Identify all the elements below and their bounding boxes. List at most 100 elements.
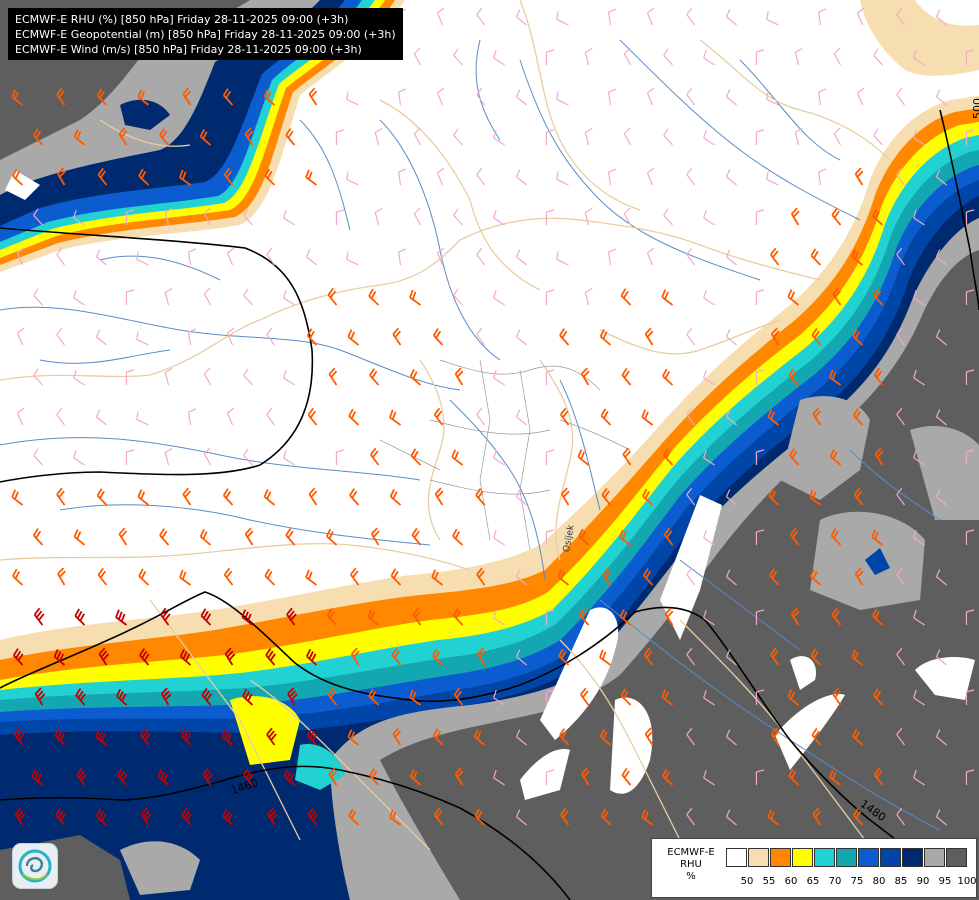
wind-barb-flag	[336, 449, 345, 453]
wind-barb-flag	[308, 87, 316, 95]
wind-barb-flag	[352, 570, 359, 578]
wind-barb-flag	[59, 170, 66, 178]
wind-barb-staff	[620, 295, 632, 306]
wind-barb-staff	[662, 775, 674, 786]
wind-barb-flag	[756, 609, 765, 613]
wind-barb-staff	[203, 213, 212, 226]
wind-barb-flag	[185, 813, 193, 821]
wind-barb-staff	[516, 16, 527, 26]
wind-barb-flag	[372, 450, 379, 458]
wind-barb-flag	[812, 571, 818, 580]
wind-barb-flag	[95, 249, 101, 257]
wind-barb-staff	[913, 377, 925, 386]
wind-barb-flag	[663, 48, 669, 56]
wind-barb-staff	[809, 496, 822, 506]
wind-barb-staff	[33, 375, 43, 386]
wind-barb-flag	[437, 247, 445, 254]
wind-barb-staff	[200, 535, 212, 546]
wind-barb-staff	[493, 297, 505, 306]
wind-barb-flag	[515, 249, 521, 257]
wind-barb-flag	[351, 490, 358, 499]
wind-barb-flag	[266, 247, 273, 255]
wind-barb-flag	[389, 809, 394, 818]
wind-barb-flag	[703, 530, 707, 539]
wind-barb-flag	[623, 770, 630, 779]
wind-barb-flag	[546, 769, 555, 773]
wind-barb-flag	[600, 408, 607, 417]
wind-barb-flag	[854, 251, 859, 260]
wind-barb-staff	[11, 496, 24, 506]
wind-barb-staff	[436, 252, 444, 266]
wind-barb-flag	[829, 769, 834, 778]
wind-barb-staff	[644, 733, 654, 746]
wind-barb-flag	[371, 770, 378, 779]
wind-barb-flag	[118, 611, 123, 620]
wind-barb-staff	[473, 736, 486, 746]
wind-barb-staff	[599, 656, 612, 666]
wind-barb-staff	[686, 174, 695, 186]
wind-barb-flag	[118, 127, 126, 135]
wind-barb-staff	[389, 816, 402, 826]
wind-barb-flag	[141, 650, 148, 659]
wind-barb-flag	[476, 87, 483, 95]
wind-barb-flag	[203, 367, 211, 375]
wind-barb-flag	[225, 90, 232, 99]
wind-barb-flag	[409, 289, 414, 298]
wind-barb-flag	[247, 693, 253, 702]
wind-barb-staff	[577, 456, 590, 466]
wind-barb-flag	[398, 88, 407, 93]
wind-barb-staff	[433, 734, 444, 746]
wind-barb-flag	[792, 530, 799, 538]
wind-barb-flag	[813, 250, 819, 259]
wind-barb-flag	[645, 570, 652, 579]
wind-barb-flag	[790, 371, 797, 379]
wind-barb-flag	[224, 647, 232, 655]
wind-barb-flag	[665, 450, 672, 459]
wind-barb-flag	[434, 651, 440, 659]
wind-barb-flag	[623, 207, 631, 215]
wind-barb-flag	[603, 410, 609, 419]
wind-barb-staff	[790, 213, 800, 226]
wind-barb-staff	[830, 455, 842, 466]
wind-barb-flag	[162, 773, 168, 782]
wind-barb-staff	[913, 57, 925, 66]
wind-barb-staff	[73, 136, 86, 146]
wind-barb-flag	[203, 690, 210, 699]
wind-barb-flag	[562, 410, 569, 418]
wind-barb-flag	[73, 290, 77, 299]
wind-barb-flag	[120, 613, 126, 622]
wind-barb-flag	[436, 810, 443, 819]
wind-barb-staff	[413, 133, 422, 146]
wind-barb-flag	[223, 567, 231, 576]
wind-barb-flag	[141, 807, 148, 815]
wind-barb-flag	[935, 729, 941, 737]
wind-barb-flag	[227, 407, 235, 414]
wind-barb-staff	[328, 773, 338, 786]
wind-barb-staff	[493, 377, 505, 386]
wind-barb-flag	[622, 611, 628, 620]
wind-barb-staff	[559, 734, 570, 746]
wind-barb-staff	[73, 457, 85, 466]
wind-barb-staff	[453, 694, 464, 706]
wind-barb-flag	[579, 608, 586, 616]
wind-barb-flag	[98, 811, 104, 820]
wind-barb-staff	[370, 533, 380, 546]
wind-barb-flag	[96, 488, 103, 497]
wind-barb-staff	[703, 137, 715, 146]
wind-barb-flag	[456, 690, 463, 699]
wind-barb-flag	[99, 570, 107, 579]
wind-barb-flag	[562, 490, 570, 498]
wind-barb-flag	[833, 210, 840, 219]
wind-barb-flag	[80, 773, 87, 781]
wind-barb-flag	[873, 767, 881, 776]
wind-barb-flag	[185, 653, 191, 662]
wind-barb-flag	[834, 690, 841, 698]
wind-barb-flag	[118, 527, 126, 535]
wind-barb-flag	[413, 450, 419, 459]
wind-barb-flag	[546, 449, 555, 453]
wind-barb-flag	[369, 768, 376, 776]
wind-barb-flag	[935, 329, 941, 337]
wind-barb-flag	[305, 249, 311, 257]
wind-barb-flag	[243, 368, 249, 376]
